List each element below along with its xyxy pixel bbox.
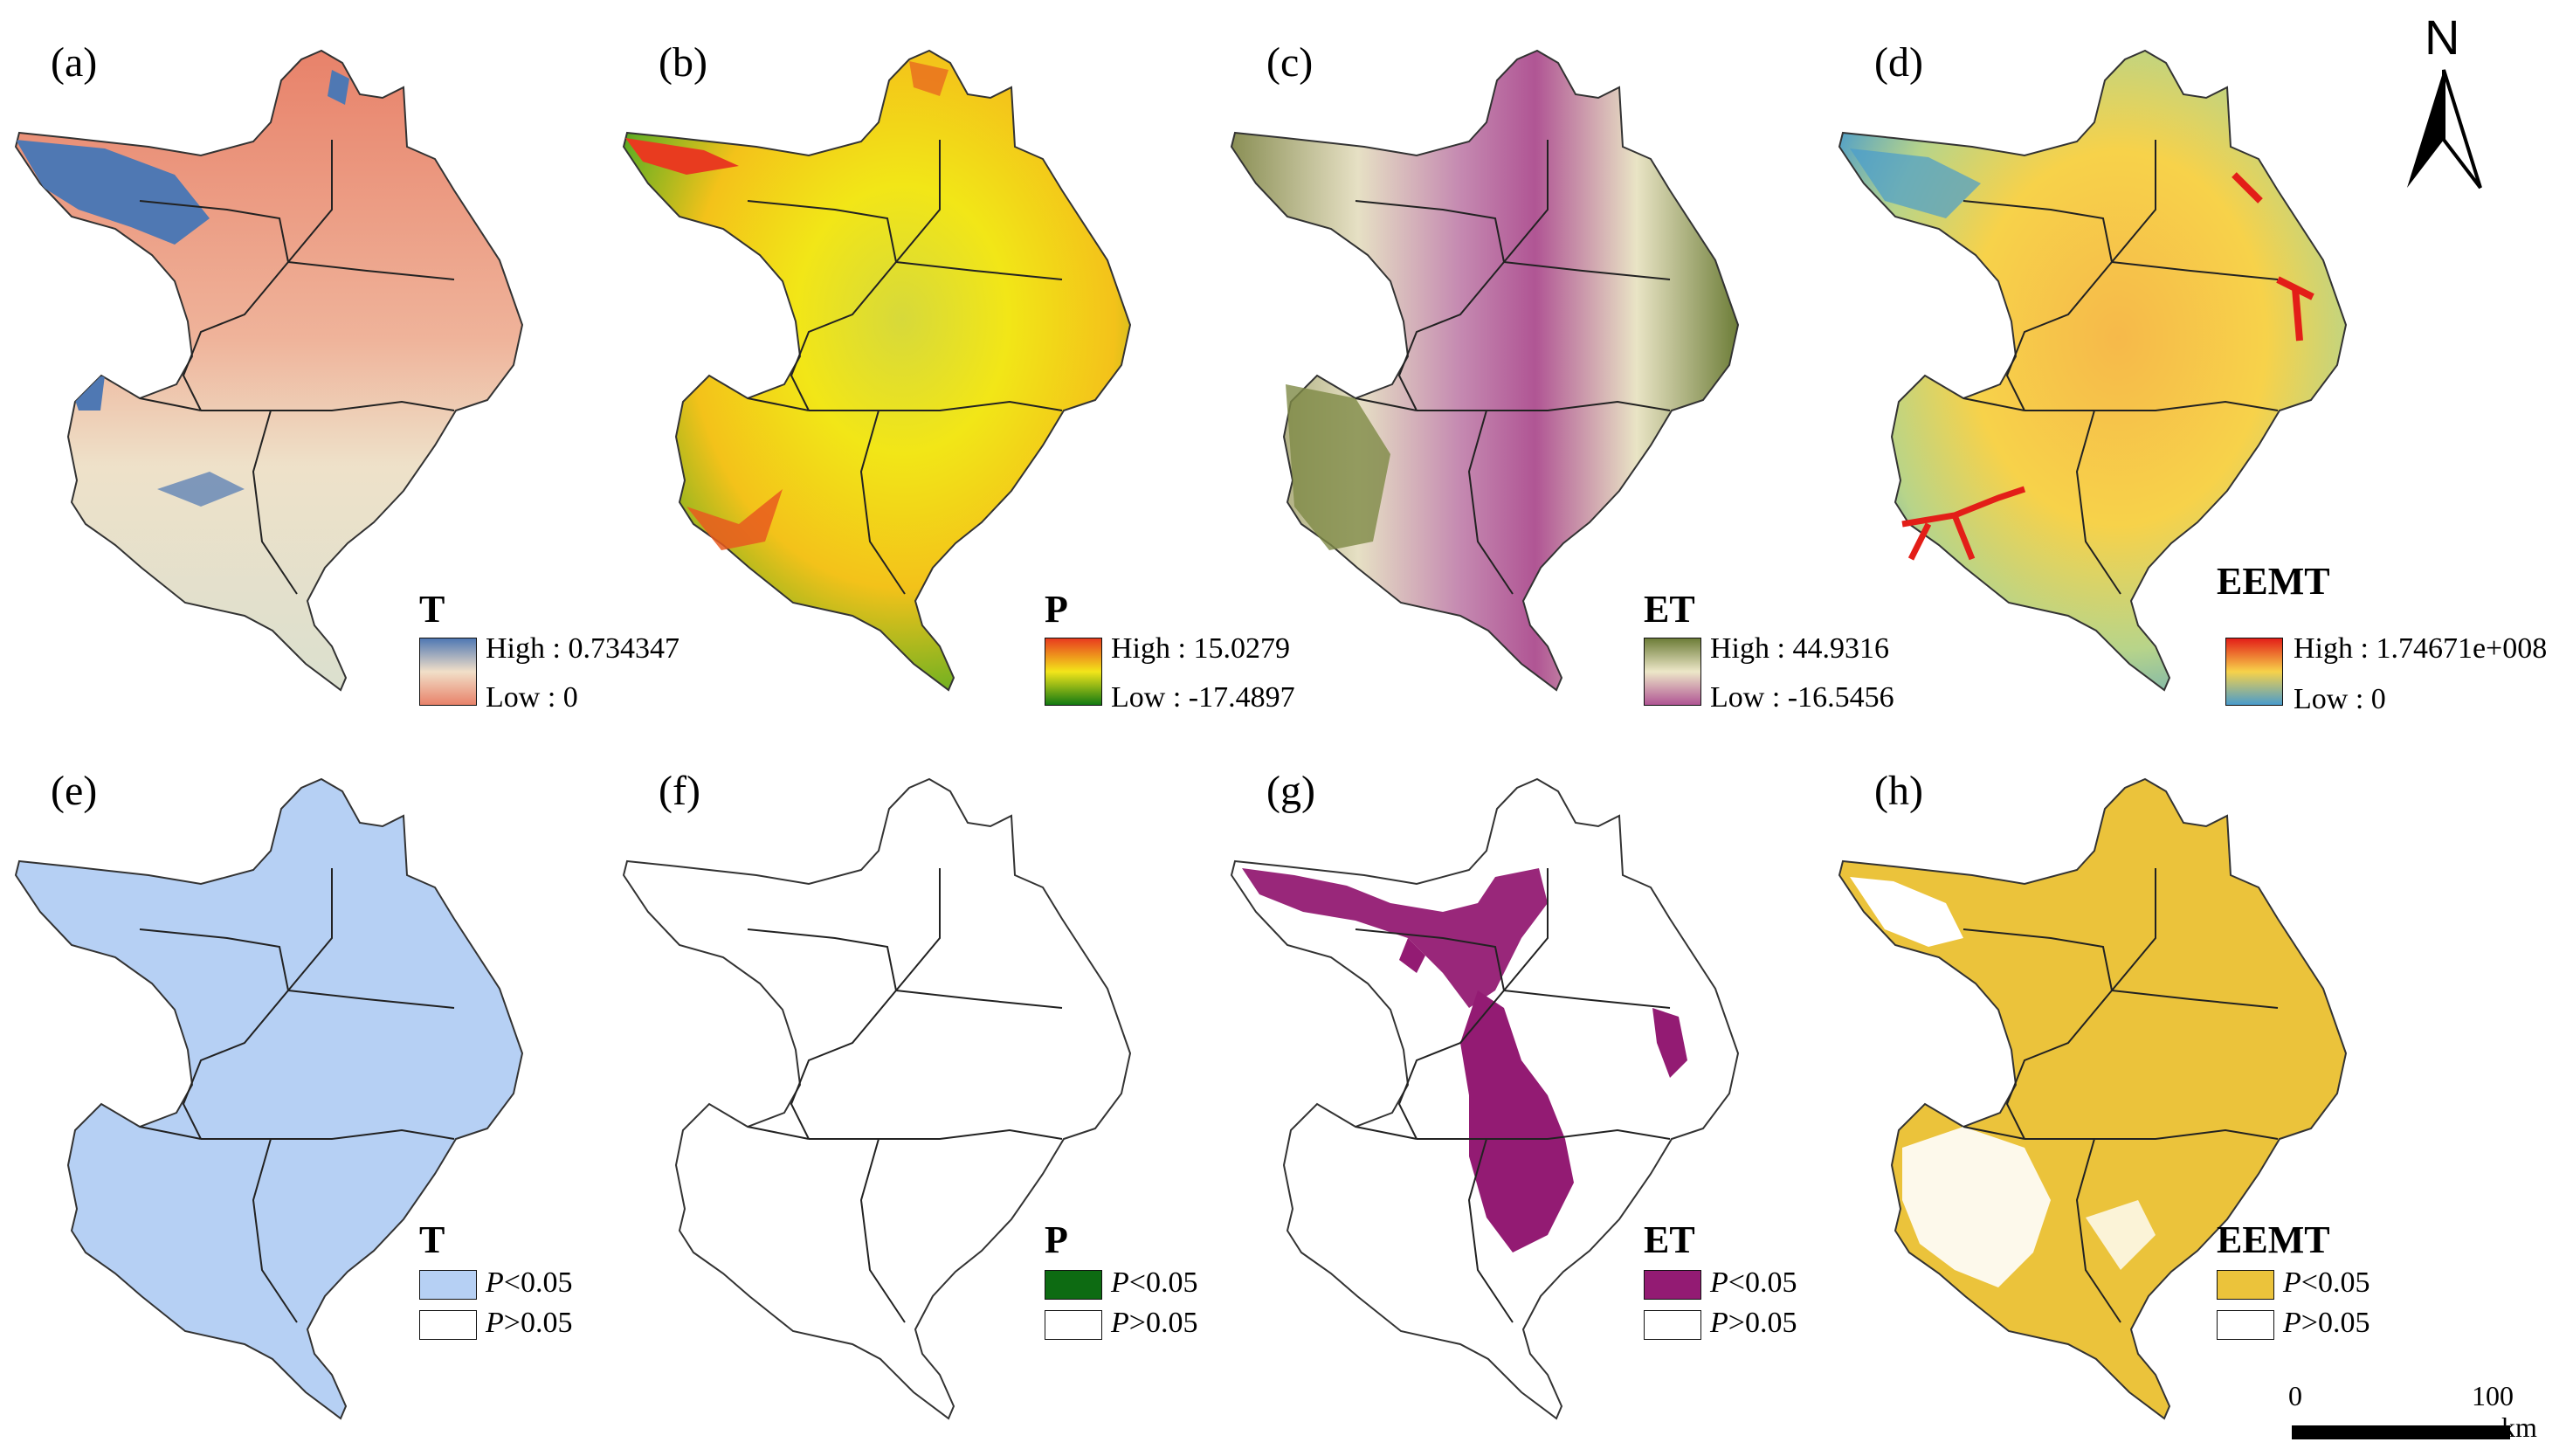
panel-d: (d) EEMT High : 1.74671e+008 Low : 0	[1824, 0, 2547, 728]
legend-swatch-significant	[1045, 1270, 1102, 1300]
legend-colorbar	[1045, 638, 1102, 706]
legend-title: EEMT	[2217, 1218, 2330, 1261]
legend: T High : 0.734347 Low : 0	[410, 587, 679, 727]
scale-bar: 0 100 km	[2288, 1380, 2537, 1450]
legend-colorbar	[2225, 638, 2283, 706]
map-eemt-trend	[1838, 49, 2348, 692]
legend-colorbar	[419, 638, 477, 706]
legend: EEMT P<0.05 P>0.05	[2208, 1218, 2435, 1366]
legend-low: Low : -17.4897	[1111, 681, 1295, 714]
legend-high: High : 1.74671e+008	[2294, 632, 2548, 665]
legend-swatch-significant	[419, 1270, 477, 1300]
legend-nonsignificant: P>0.05	[486, 1307, 573, 1339]
legend-significant: P<0.05	[486, 1266, 573, 1299]
map-t-trend	[14, 49, 524, 692]
panel-label: (e)	[51, 768, 98, 814]
legend-title: T	[419, 1218, 445, 1261]
legend-title: ET	[1644, 1218, 1695, 1261]
legend-title: T	[419, 588, 445, 631]
legend-title: P	[1045, 588, 1068, 631]
map-eemt-significance	[1838, 777, 2348, 1420]
legend-swatch-nonsignificant	[1644, 1310, 1701, 1340]
legend-significant: P<0.05	[1111, 1266, 1198, 1299]
legend-significant: P<0.05	[2283, 1266, 2370, 1299]
scale-zero: 0	[2288, 1380, 2302, 1411]
panel-f: (f) P P<0.05 P>0.05	[608, 728, 1251, 1456]
legend-nonsignificant: P>0.05	[1111, 1307, 1198, 1339]
legend-nonsignificant: P>0.05	[1710, 1307, 1797, 1339]
panel-e: (e) T P<0.05 P>0.05	[0, 728, 643, 1456]
legend: P P<0.05 P>0.05	[1036, 1218, 1263, 1366]
legend-colorbar	[1644, 638, 1701, 706]
scale-unit: km	[2501, 1411, 2537, 1443]
legend-title: ET	[1644, 588, 1695, 631]
map-p-significance	[622, 777, 1132, 1420]
scale-max: 100	[2472, 1380, 2514, 1411]
map-et-significance	[1230, 777, 1740, 1420]
legend-swatch-significant	[1644, 1270, 1701, 1300]
legend-low: Low : -16.5456	[1710, 681, 1894, 714]
north-arrow-icon: N	[2393, 9, 2498, 201]
scale-bar-line	[2292, 1425, 2510, 1439]
legend: ET High : 44.9316 Low : -16.5456	[1635, 587, 1897, 727]
panel-label: (b)	[659, 39, 707, 86]
legend-high: High : 15.0279	[1111, 632, 1290, 665]
panel-h: (h) EEMT P<0.05 P>0.05	[1824, 728, 2466, 1456]
legend-title: EEMT	[2217, 560, 2330, 603]
legend-low: Low : 0	[2294, 683, 2386, 715]
legend-low: Low : 0	[486, 681, 578, 714]
panel-c: (c) ET High : 44.9316 Low : -16.5456	[1216, 0, 1894, 728]
map-t-significance	[14, 777, 524, 1420]
panel-label: (c)	[1266, 39, 1314, 86]
legend-title: P	[1045, 1218, 1068, 1261]
legend-swatch-nonsignificant	[419, 1310, 477, 1340]
panel-label: (h)	[1874, 768, 1923, 814]
legend: P High : 15.0279 Low : -17.4897	[1036, 587, 1298, 727]
panel-b: (b) P High : 15.0279 Low : -17.4897	[608, 0, 1295, 728]
panel-label: (d)	[1874, 39, 1923, 86]
map-p-trend	[622, 49, 1132, 692]
north-arrow-shape	[2407, 69, 2482, 190]
legend: EEMT High : 1.74671e+008 Low : 0	[2208, 559, 2573, 734]
legend-swatch-nonsignificant	[1045, 1310, 1102, 1340]
legend-high: High : 44.9316	[1710, 632, 1889, 665]
north-label: N	[2425, 10, 2460, 65]
panel-label: (g)	[1266, 768, 1315, 814]
panel-label: (f)	[659, 768, 700, 814]
legend-swatch-nonsignificant	[2217, 1310, 2274, 1340]
map-et-trend	[1230, 49, 1740, 692]
legend-high: High : 0.734347	[486, 632, 679, 665]
legend: ET P<0.05 P>0.05	[1635, 1218, 1862, 1366]
panel-a: (a) T High : 0.734347 Low : 0	[0, 0, 679, 728]
legend-nonsignificant: P>0.05	[2283, 1307, 2370, 1339]
panel-label: (a)	[51, 39, 98, 86]
legend: T P<0.05 P>0.05	[410, 1218, 638, 1366]
legend-swatch-significant	[2217, 1270, 2274, 1300]
legend-significant: P<0.05	[1710, 1266, 1797, 1299]
panel-g: (g) ET P<0.05 P>0.05	[1216, 728, 1859, 1456]
